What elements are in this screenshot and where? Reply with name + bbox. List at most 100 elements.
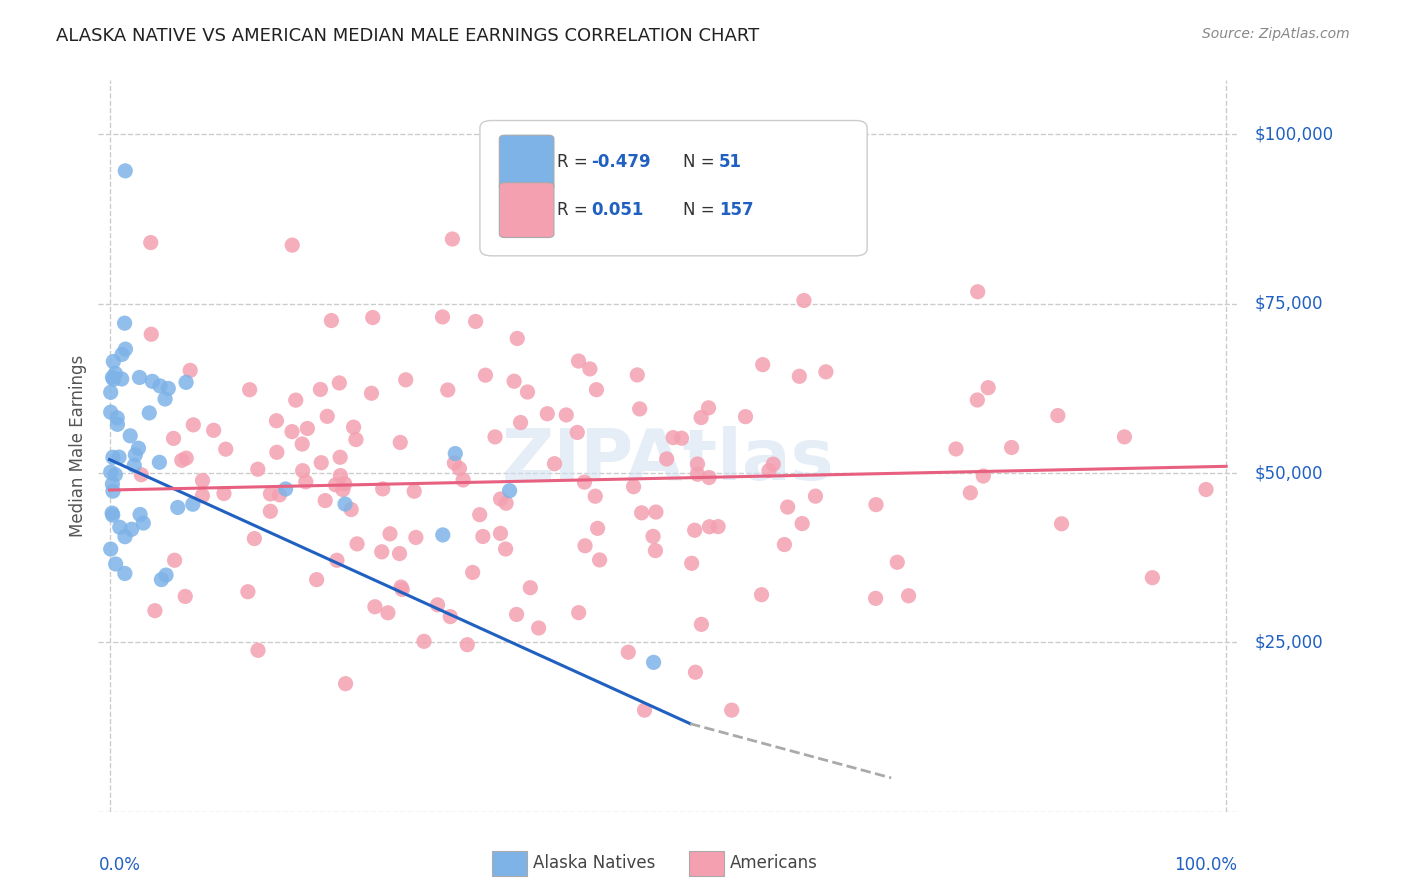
Point [284, 393, 307, 408]
Point [361, 310, 384, 325]
Point [865, 498, 887, 512]
Point [114, 566, 136, 581]
Point [1000, 441, 1022, 455]
Point [139, 235, 162, 250]
Point [246, 462, 269, 476]
Point [101, 506, 124, 520]
Point [685, 665, 707, 680]
Point [259, 487, 281, 501]
Point [588, 553, 610, 567]
Point [468, 508, 491, 522]
Point [814, 365, 837, 379]
Point [413, 634, 436, 648]
Point [690, 617, 713, 632]
Point [100, 542, 122, 557]
Text: 100.0%: 100.0% [1174, 855, 1237, 873]
Point [328, 376, 350, 390]
Point [101, 450, 124, 465]
Point [101, 484, 124, 499]
Point [266, 445, 288, 459]
Point [316, 409, 339, 424]
Text: $100,000: $100,000 [1254, 126, 1333, 144]
Point [114, 342, 136, 356]
Point [643, 656, 665, 670]
Point [436, 383, 458, 397]
Point [314, 493, 336, 508]
Point [266, 414, 288, 428]
Point [138, 406, 160, 420]
Point [617, 645, 640, 659]
Point [633, 703, 655, 717]
Point [734, 409, 756, 424]
Point [707, 519, 730, 533]
Text: 0.0%: 0.0% [98, 855, 141, 873]
Point [645, 505, 668, 519]
Point [269, 488, 291, 502]
Point [655, 452, 678, 467]
Point [377, 606, 399, 620]
Point [108, 520, 131, 534]
Point [212, 486, 235, 500]
Point [1142, 571, 1164, 585]
Text: 51: 51 [718, 153, 742, 171]
Point [662, 431, 685, 445]
Point [111, 372, 134, 386]
Point [215, 442, 238, 457]
Point [305, 573, 328, 587]
Point [404, 484, 426, 499]
Point [104, 467, 127, 482]
Point [378, 526, 401, 541]
Text: N =: N = [683, 202, 720, 219]
Point [977, 381, 1000, 395]
Point [281, 425, 304, 439]
Point [329, 468, 352, 483]
Point [574, 475, 596, 489]
Point [628, 401, 651, 416]
Point [432, 528, 454, 542]
Point [758, 464, 780, 478]
Point [281, 238, 304, 252]
Point [155, 568, 177, 582]
Point [567, 354, 589, 368]
Point [149, 379, 172, 393]
Point [111, 347, 134, 361]
Point [444, 446, 467, 460]
Point [461, 566, 484, 580]
Text: Alaska Natives: Alaska Natives [533, 855, 655, 872]
Point [122, 458, 145, 473]
Point [291, 437, 314, 451]
Point [793, 293, 815, 308]
Point [174, 590, 197, 604]
Point [340, 502, 363, 516]
Point [360, 386, 382, 401]
Point [449, 461, 471, 475]
Point [335, 676, 357, 690]
Point [329, 450, 352, 465]
Point [574, 539, 596, 553]
Point [170, 453, 193, 467]
Point [174, 376, 197, 390]
Point [568, 606, 591, 620]
Point [120, 429, 142, 443]
Point [543, 457, 565, 471]
Point [333, 476, 356, 491]
FancyBboxPatch shape [499, 136, 554, 190]
Point [641, 529, 664, 543]
Point [325, 478, 347, 492]
Text: Americans: Americans [730, 855, 818, 872]
Point [405, 531, 427, 545]
Point [104, 557, 127, 571]
Point [239, 383, 262, 397]
Point [1046, 409, 1069, 423]
Point [181, 497, 204, 511]
Point [163, 553, 186, 567]
Point [114, 316, 136, 330]
Point [583, 489, 606, 503]
Point [471, 529, 494, 543]
Point [789, 369, 811, 384]
Point [370, 545, 392, 559]
Point [127, 441, 149, 455]
Text: ZIPAtlas: ZIPAtlas [502, 426, 834, 495]
Point [191, 489, 214, 503]
Point [179, 363, 201, 377]
